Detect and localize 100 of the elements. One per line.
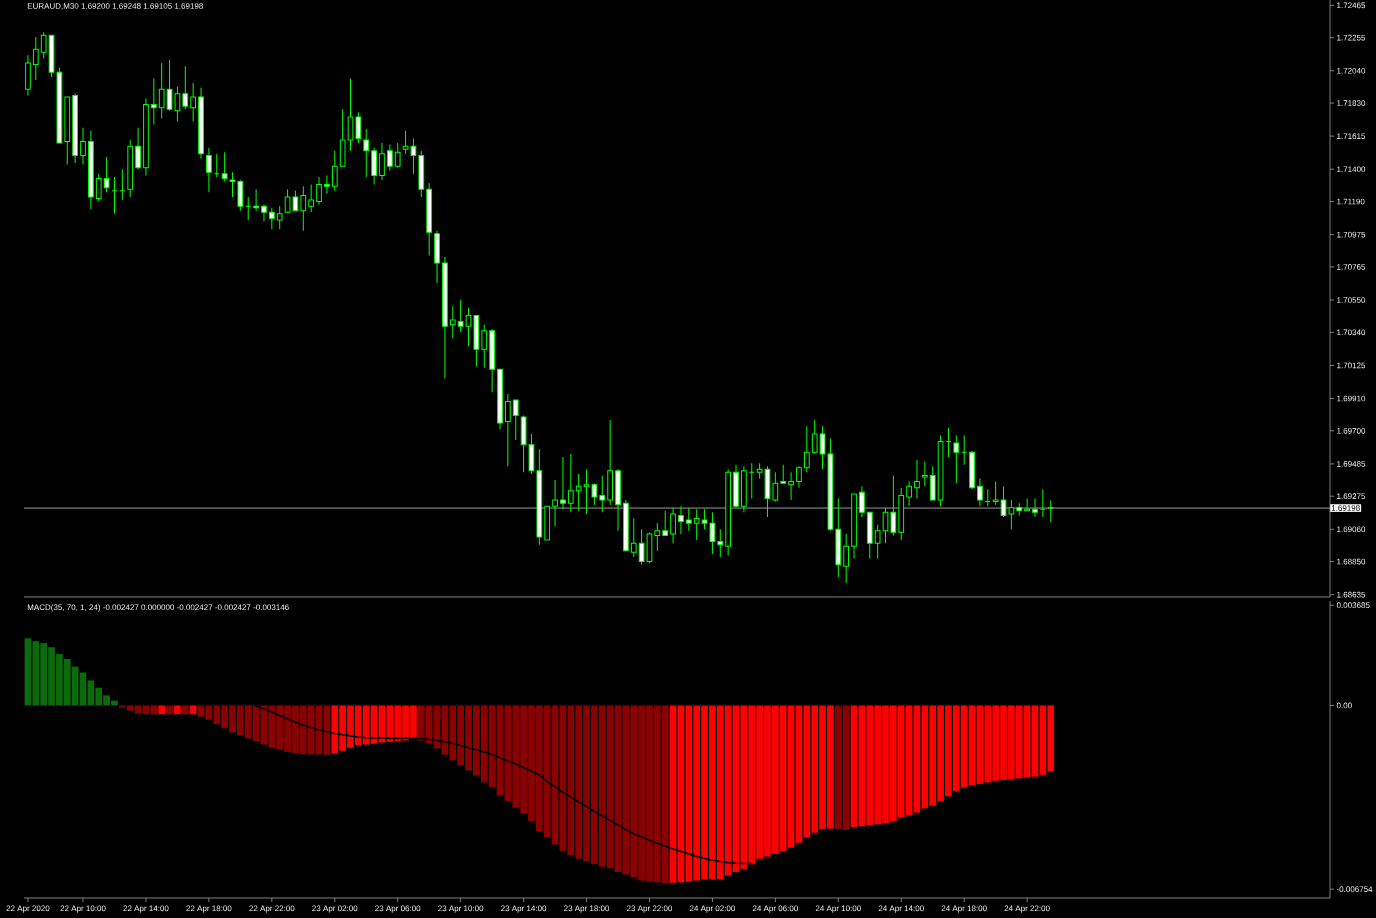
x-tick-label: 23 Apr 10:00 [438,905,484,913]
candlestick [316,176,322,206]
candlestick [693,508,700,541]
candlestick [1047,499,1054,523]
candlestick [150,77,157,126]
y-tick-label: 0.003685 [1336,602,1370,609]
x-tick-label: 22 Apr 10:00 [60,905,106,913]
y-tick-label: 1.71830 [1337,100,1366,106]
bar [850,705,858,828]
x-tick-label: 24 Apr 10:00 [815,905,861,913]
bar [189,705,197,715]
candlestick [95,173,102,203]
bar [174,705,181,715]
candlestick [206,147,212,193]
candlestick [363,128,370,178]
y-tick-label: 1.69060 [1337,526,1366,533]
candlestick [811,419,818,455]
bar [197,705,205,717]
candlestick [449,305,456,339]
candlestick [481,324,488,369]
candlestick [992,481,999,506]
y-tick-label: 1.69700 [1337,427,1366,434]
candlestick [685,507,692,532]
candlestick [512,399,519,441]
y-tick-label: 1.70975 [1337,231,1366,238]
candlestick [331,150,338,192]
candlestick [276,205,283,230]
ref-line-label: 1.69198 [1331,505,1360,511]
candlestick [717,528,724,558]
y-tick-label: 1.69275 [1337,493,1366,500]
candlestick [575,473,582,512]
chart-title: EURAUD,M30 1.69200 1.69248 1.69105 1.69198 [27,3,203,10]
candlestick [678,505,684,535]
bar [166,705,173,715]
candlestick [977,478,983,507]
x-tick-label: 24 Apr 22:00 [1004,905,1050,913]
candlestick [505,393,511,467]
x-tick-label: 22 Apr 18:00 [186,905,232,913]
candlestick [221,151,228,183]
candlestick [953,434,960,484]
candlestick [158,62,165,119]
x-tick-label: 23 Apr 18:00 [564,905,610,913]
chart-title: MACD(35, 70, 1, 24) -0.002427 0.000000 -0.002427 -0.002427 -0.003146 [27,604,289,612]
y-tick-label: 1.72255 [1337,34,1366,41]
y-tick-label: -0.006754 [1336,886,1373,892]
y-tick-label: 1.72040 [1337,67,1366,74]
x-tick-label: 24 Apr 02:00 [689,905,735,913]
candlestick [654,522,661,552]
candlestick [560,456,566,510]
x-tick-label: 24 Apr 06:00 [752,905,798,913]
candlestick [906,481,912,507]
candlestick [1032,498,1038,518]
y-tick-label: 1.69910 [1337,395,1366,402]
candlestick [859,485,865,518]
candlestick [457,299,464,333]
x-tick-label: 23 Apr 22:00 [626,905,673,913]
x-tick-label: 23 Apr 02:00 [312,905,358,913]
candlestick [103,156,110,193]
y-tick-label: 1.68635 [1337,591,1366,598]
x-tick-label: 24 Apr 18:00 [941,905,987,913]
x-tick-label: 23 Apr 06:00 [375,905,421,913]
candlestick [190,82,197,123]
y-tick-label: 1.68850 [1337,558,1366,565]
y-tick-label: 0.00 [1336,702,1352,709]
y-tick-label: 1.71615 [1337,133,1366,139]
bar [158,705,166,715]
candlestick [914,459,920,500]
x-tick-label: 23 Apr 14:00 [501,905,547,913]
y-tick-label: 1.70765 [1337,264,1366,270]
candlestick [386,144,393,172]
y-tick-label: 1.71190 [1337,198,1365,205]
candlestick [662,510,669,536]
y-tick-label: 1.72465 [1337,2,1366,9]
candlestick [308,184,315,213]
y-tick-label: 1.69485 [1337,461,1366,467]
candlestick [552,479,558,527]
candlestick [32,36,39,81]
candlestick [780,464,787,484]
x-tick-label: 24 Apr 14:00 [878,905,924,913]
candlestick [599,474,606,513]
x-tick-label: 22 Apr 22:00 [249,905,295,913]
candlestick [772,471,779,503]
candlestick [788,471,794,501]
candlestick [379,142,385,181]
candlestick [630,518,637,558]
candlestick [843,533,850,584]
candlestick [670,507,676,544]
y-tick-label: 1.70340 [1337,329,1366,336]
candlestick [567,453,574,513]
bar [181,705,189,715]
y-tick-label: 1.70125 [1337,362,1366,369]
candlestick [268,207,275,230]
candlestick [182,65,189,110]
candlestick [921,461,928,487]
y-tick-label: 1.70550 [1337,297,1366,303]
candlestick [135,127,141,170]
candlestick [80,127,86,166]
candlestick [300,185,307,232]
candlestick [803,425,810,473]
candlestick [40,31,47,59]
